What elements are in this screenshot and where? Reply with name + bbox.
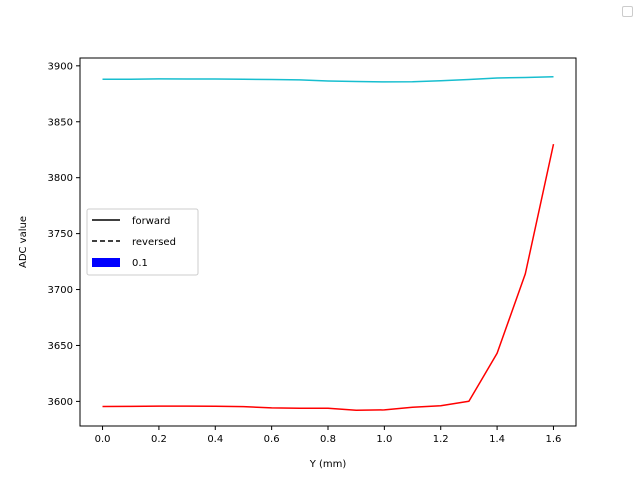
x-tick-label: 0.2 — [151, 434, 167, 445]
series-line-2 — [102, 143, 555, 412]
x-tick-label: 0.6 — [264, 434, 280, 445]
y-axis-label: ADC value — [18, 216, 29, 268]
legend-patch-swatch — [92, 258, 120, 267]
y-tick-label: 3750 — [48, 229, 73, 240]
x-tick-label: 1.6 — [546, 434, 562, 445]
legend-patch-label: 0.1 — [132, 258, 148, 269]
x-tick-label: 0.8 — [320, 434, 336, 445]
legend-forward-label: forward — [132, 216, 170, 227]
x-axis: 0.0 0.2 0.4 0.6 0.8 1.0 1.2 1.4 1.6 — [95, 426, 562, 445]
legend-reversed-label: reversed — [132, 237, 176, 248]
x-tick-label: 0.4 — [207, 434, 223, 445]
y-axis: 3600 3650 3700 3750 3800 3850 3900 — [48, 61, 80, 408]
x-tick-label: 1.0 — [376, 434, 392, 445]
y-tick-label: 3600 — [48, 397, 73, 408]
series-layer — [102, 76, 555, 412]
x-axis-label: Y (mm) — [309, 459, 347, 470]
y-tick-label: 3900 — [48, 61, 73, 72]
x-tick-label: 1.4 — [489, 434, 505, 445]
x-tick-label: 0.0 — [95, 434, 111, 445]
legend: forward reversed 0.1 — [86, 208, 199, 276]
y-tick-label: 3850 — [48, 117, 73, 128]
empty-legend-box — [622, 6, 633, 17]
series-line-1 — [102, 76, 554, 83]
y-tick-label: 3800 — [48, 173, 73, 184]
x-tick-label: 1.2 — [433, 434, 449, 445]
y-tick-label: 3700 — [48, 285, 73, 296]
y-tick-label: 3650 — [48, 341, 73, 352]
